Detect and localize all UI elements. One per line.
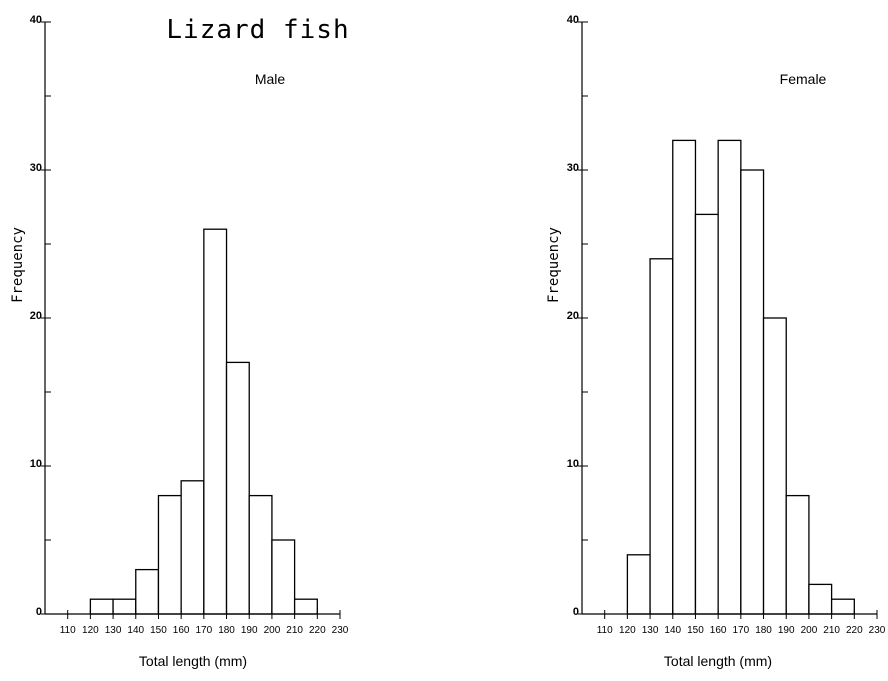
histogram-bar [225, 361, 250, 615]
y-tick-label: 40 [567, 14, 579, 26]
histogram-bar [762, 317, 787, 615]
histogram-bar [785, 494, 810, 615]
figure-title: Lizard fish [166, 15, 349, 45]
x-tick-label: 220 [846, 625, 863, 636]
x-tick-label: 120 [619, 625, 636, 636]
x-tick-label: 220 [309, 625, 326, 636]
y-tick-label: 30 [30, 162, 42, 174]
x-tick-label: 160 [173, 625, 190, 636]
histogram-bar [830, 598, 855, 615]
histogram-bar [135, 568, 160, 615]
x-tick-label: 110 [60, 625, 76, 636]
histogram-bar [112, 598, 137, 615]
histogram-bar [203, 228, 228, 615]
histogram-bar [180, 480, 205, 615]
x-tick-label: 180 [218, 625, 235, 636]
x-tick-label: 150 [687, 625, 704, 636]
x-tick-label: 130 [105, 625, 122, 636]
y-axis-label: Frequency [546, 227, 562, 303]
y-tick-label: 0 [573, 606, 579, 618]
histogram-bar [717, 139, 742, 615]
x-tick-label: 210 [823, 625, 840, 636]
female-histogram-panel: 0 10 20 30 40 110 120 130 140 150 160 170 180 190 200 2… [546, 14, 886, 669]
x-axis-label: Total length (mm) [139, 653, 247, 669]
x-tick-label: 230 [869, 625, 886, 636]
panel-subtitle: Male [255, 71, 286, 87]
panel-subtitle: Female [780, 71, 827, 87]
y-tick-label: 30 [567, 162, 579, 174]
x-tick-label: 160 [710, 625, 727, 636]
x-tick-label: 230 [332, 625, 349, 636]
y-tick-label: 0 [36, 606, 42, 618]
x-tick-label: 120 [82, 625, 99, 636]
histogram-bar [694, 213, 719, 615]
x-tick-label: 200 [801, 625, 818, 636]
x-tick-label: 200 [264, 625, 281, 636]
histogram-bar [626, 554, 651, 615]
x-tick-label: 170 [733, 625, 750, 636]
x-tick-label: 150 [150, 625, 167, 636]
x-tick-label: 140 [127, 625, 144, 636]
histogram-bar [672, 139, 697, 615]
x-tick-label: 190 [778, 625, 795, 636]
y-tick-label: 20 [567, 310, 579, 322]
histogram-bar [89, 598, 114, 615]
x-tick-label: 210 [286, 625, 303, 636]
histogram-bar [248, 494, 273, 615]
y-tick-label: 10 [30, 458, 42, 470]
histogram-bar [740, 169, 765, 615]
y-axis-label: Frequency [10, 227, 26, 303]
x-tick-label: 180 [755, 625, 772, 636]
x-tick-label: 140 [664, 625, 681, 636]
x-tick-label: 190 [241, 625, 258, 636]
x-tick-label: 110 [597, 625, 613, 636]
histogram-bar [293, 598, 318, 615]
y-tick-label: 10 [567, 458, 579, 470]
histogram-bar [157, 494, 182, 615]
histogram-bar [271, 539, 296, 615]
y-tick-label: 20 [30, 310, 42, 322]
x-tick-label: 170 [196, 625, 213, 636]
histogram-bar [808, 583, 833, 615]
histogram-bar [649, 258, 674, 615]
y-tick-label: 40 [30, 14, 42, 26]
x-axis-label: Total length (mm) [664, 653, 772, 669]
male-histogram-panel: 0 10 20 30 40 110 120 130 140 150 160 170 180 190 200 2… [10, 14, 349, 669]
x-tick-label: 130 [642, 625, 659, 636]
